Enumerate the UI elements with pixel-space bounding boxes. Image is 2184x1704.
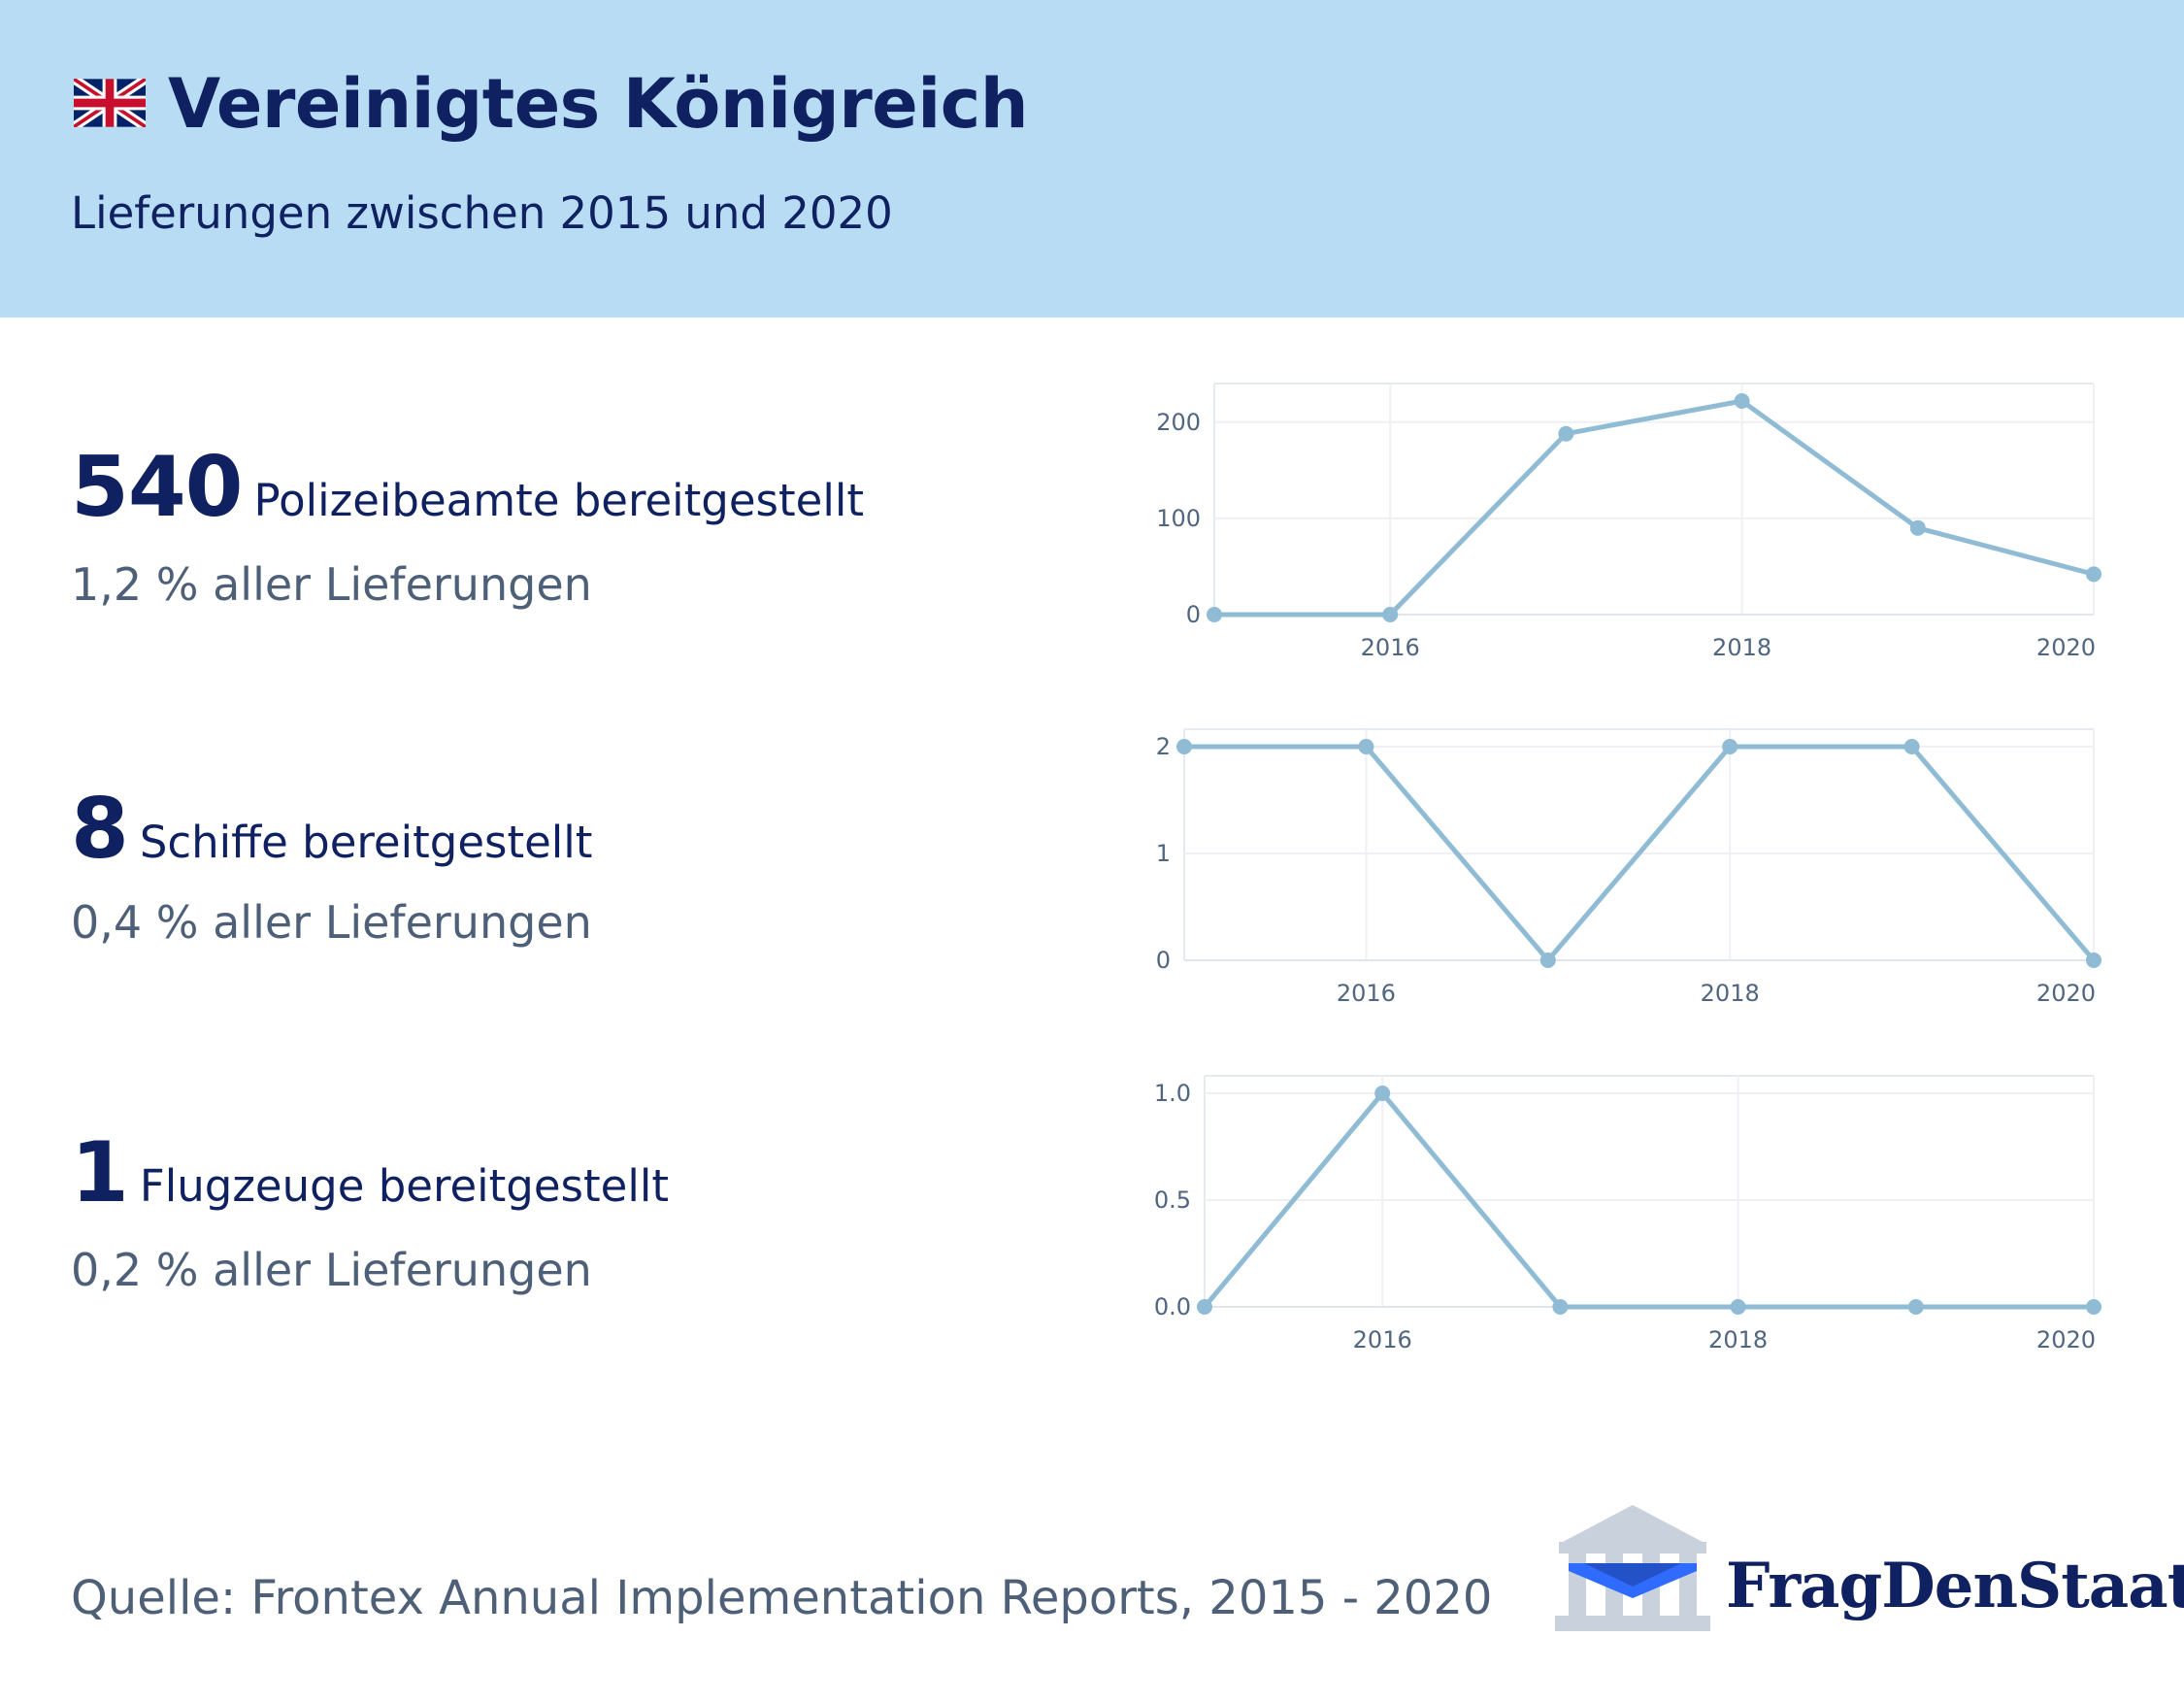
stat-value: 540: [71, 439, 244, 536]
source-note: Quelle: Frontex Annual Implementation Re…: [71, 1571, 1493, 1625]
stat-label: Schiffe bereitgestellt: [139, 817, 593, 868]
brand-name: FragDenStaat: [1726, 1550, 2184, 1622]
page-title: Vereinigtes Königreich: [168, 64, 1029, 144]
x-tick-label: 2020: [2036, 634, 2096, 661]
stat-ships: 8 Schiffe bereitgestellt: [71, 781, 592, 878]
y-tick-label: 0: [1156, 947, 1171, 974]
data-point: [1734, 393, 1750, 409]
data-point: [1176, 739, 1192, 754]
y-tick-label: 0: [1186, 601, 1201, 628]
x-tick-label: 2018: [1712, 634, 1771, 661]
data-point: [1539, 952, 1556, 968]
data-point: [2086, 566, 2101, 583]
x-tick-label: 2020: [2036, 1326, 2096, 1353]
stat-share: 0,4 % aller Lieferungen: [71, 896, 592, 949]
x-tick-label: 2018: [1708, 1326, 1768, 1353]
data-point: [1374, 1086, 1391, 1101]
data-point: [1558, 425, 1574, 442]
stat-label: Polizeibeamte bereitgestellt: [253, 475, 864, 526]
data-point: [1722, 739, 1738, 754]
stat-police: 540 Polizeibeamte bereitgestellt: [71, 439, 864, 536]
x-tick-label: 2020: [2036, 980, 2096, 1007]
data-point: [1907, 1299, 1924, 1315]
y-tick-label: 1.0: [1154, 1080, 1191, 1107]
series-line: [1203, 1090, 2094, 1310]
fragdenstaat-building-icon: [1555, 1505, 1710, 1631]
stat-value: 1: [71, 1124, 129, 1221]
y-tick-label: 0.5: [1154, 1186, 1191, 1214]
stat-share: 1,2 % aller Lieferungen: [71, 558, 592, 611]
x-tick-label: 2016: [1361, 634, 1420, 661]
page-subtitle: Lieferungen zwischen 2015 und 2020: [71, 187, 893, 239]
data-point: [1909, 519, 1926, 536]
data-point: [2086, 1299, 2101, 1315]
y-tick-label: 200: [1156, 409, 1201, 436]
y-tick-label: 0.0: [1154, 1293, 1191, 1320]
data-point: [1358, 739, 1374, 754]
x-tick-label: 2016: [1353, 1326, 1412, 1353]
data-point: [1207, 607, 1222, 622]
x-tick-label: 2018: [1701, 980, 1760, 1007]
data-point: [1730, 1299, 1746, 1315]
data-point: [1382, 607, 1399, 622]
stat-share: 0,2 % aller Lieferungen: [71, 1244, 592, 1296]
data-point: [1552, 1299, 1569, 1315]
series-line: [1214, 398, 2095, 618]
data-point: [1903, 739, 1920, 754]
data-point: [1197, 1299, 1212, 1315]
y-tick-label: 100: [1156, 505, 1201, 532]
x-tick-label: 2016: [1337, 980, 1396, 1007]
series-line: [1184, 744, 2096, 963]
stat-value: 8: [71, 781, 129, 878]
header-banner: Vereinigtes Königreich Lieferungen zwisc…: [0, 0, 2184, 317]
stat-label: Flugzeuge bereitgestellt: [139, 1160, 669, 1212]
uk-flag-icon: [74, 79, 146, 127]
data-point: [2086, 952, 2101, 968]
stat-aircraft: 1 Flugzeuge bereitgestellt: [71, 1124, 669, 1221]
y-tick-label: 1: [1156, 840, 1171, 867]
y-tick-label: 2: [1156, 733, 1171, 760]
